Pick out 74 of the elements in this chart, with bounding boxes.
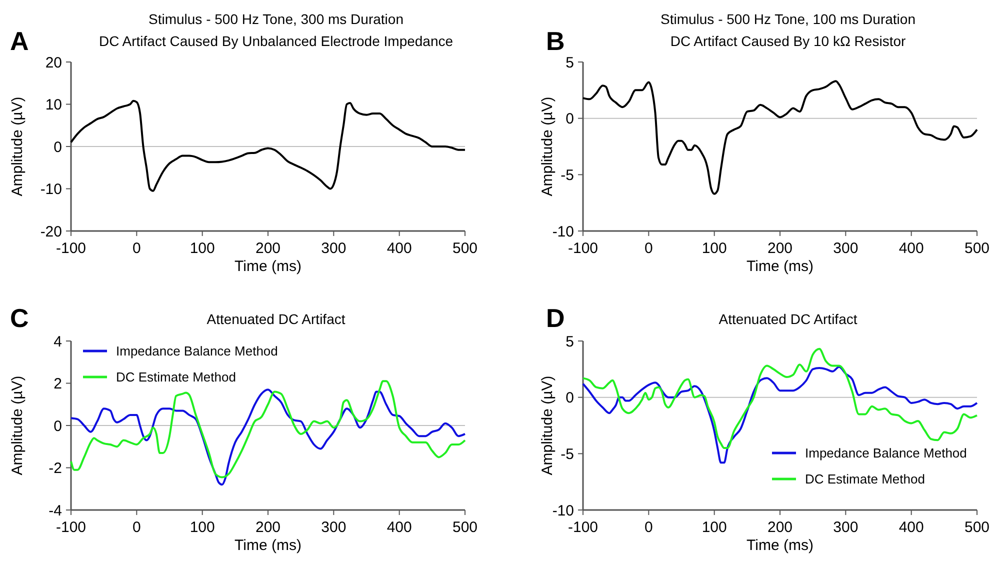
y-tick-label: 20: [45, 54, 62, 72]
legend-label: Impedance Balance Method: [116, 344, 278, 359]
x-axis-title: Time (ms): [746, 537, 814, 554]
line-series: [582, 80, 978, 195]
x-tick-label: -100: [568, 240, 598, 257]
y-tick-label: 0: [566, 390, 574, 407]
y-axis-title: Amplitude (µV): [539, 376, 556, 476]
x-tick-label: -100: [56, 519, 86, 536]
y-tick-label: 0: [566, 110, 574, 128]
x-tick-label: 300: [321, 519, 346, 536]
x-tick-label: 0: [644, 240, 653, 257]
y-tick-label: 10: [45, 96, 62, 114]
chart-subtitle: DC Artifact Caused By Unbalanced Electrode Impedance: [98, 33, 454, 49]
x-axis-title: Time (ms): [746, 258, 814, 275]
x-axis-title: Time (ms): [234, 537, 302, 554]
x-tick-label: 400: [898, 240, 924, 257]
x-tick-label: 100: [190, 240, 215, 257]
y-tick-label: -5: [560, 166, 574, 184]
y-tick-label: 0: [54, 138, 62, 156]
text: B: [546, 26, 565, 56]
x-tick-label: 500: [452, 519, 478, 536]
x-tick-label: 500: [452, 240, 478, 257]
y-tick-label: -2: [48, 460, 62, 477]
y-tick-label: -20: [40, 223, 62, 240]
x-tick-label: 300: [321, 240, 346, 257]
legend-label: DC Estimate Method: [116, 370, 236, 385]
legend-label: Impedance Balance Method: [805, 446, 967, 461]
chart-title: Attenuated DC Artifact: [206, 311, 346, 327]
y-tick-label: 5: [566, 333, 574, 350]
chart-subtitle: DC Artifact Caused By 10 kΩ Resistor: [670, 33, 906, 49]
x-tick-label: 200: [767, 240, 793, 257]
x-tick-label: 100: [702, 240, 727, 257]
text: C: [10, 303, 29, 333]
x-tick-label: 200: [767, 519, 793, 536]
line-series: [70, 388, 466, 486]
line-series: [582, 348, 978, 450]
x-tick-label: 100: [190, 519, 215, 536]
y-tick-label: 5: [566, 54, 574, 72]
y-tick-label: -10: [552, 223, 574, 240]
y-axis-title: Amplitude (µV): [9, 96, 26, 196]
text: A: [10, 26, 29, 56]
text: D: [546, 303, 565, 333]
y-tick-label: -10: [552, 502, 574, 520]
x-tick-label: 0: [644, 519, 653, 536]
x-tick-label: 400: [386, 240, 412, 257]
y-tick-label: 0: [54, 418, 62, 435]
chart-title: Stimulus - 500 Hz Tone, 100 ms Duration: [660, 11, 916, 27]
chart-title: Attenuated DC Artifact: [718, 311, 858, 327]
x-tick-label: 100: [702, 519, 727, 536]
x-tick-label: 0: [132, 240, 141, 257]
x-tick-label: 200: [255, 240, 281, 257]
x-tick-label: 500: [964, 240, 990, 257]
x-tick-label: -100: [568, 519, 598, 536]
y-tick-label: 2: [54, 376, 62, 392]
y-tick-label: -4: [48, 502, 62, 520]
x-tick-label: 500: [964, 519, 990, 536]
y-tick-label: -5: [560, 446, 574, 463]
line-series: [70, 380, 466, 478]
x-tick-label: 200: [255, 519, 281, 536]
y-tick-label: 4: [54, 333, 62, 350]
x-tick-label: 0: [132, 519, 141, 536]
line-series: [70, 100, 466, 192]
chart-title: Stimulus - 500 Hz Tone, 300 ms Duration: [148, 11, 404, 27]
x-tick-label: -100: [56, 240, 86, 257]
x-tick-label: 300: [833, 240, 858, 257]
legend-label: DC Estimate Method: [805, 472, 925, 487]
x-tick-label: 300: [833, 519, 858, 536]
x-tick-label: 400: [898, 519, 924, 536]
y-tick-label: -10: [40, 181, 62, 198]
x-tick-label: 400: [386, 519, 412, 536]
y-axis-title: Amplitude (µV): [539, 96, 556, 196]
line-series: [582, 366, 978, 464]
y-axis-title: Amplitude (µV): [9, 376, 26, 476]
x-axis-title: Time (ms): [234, 258, 302, 275]
